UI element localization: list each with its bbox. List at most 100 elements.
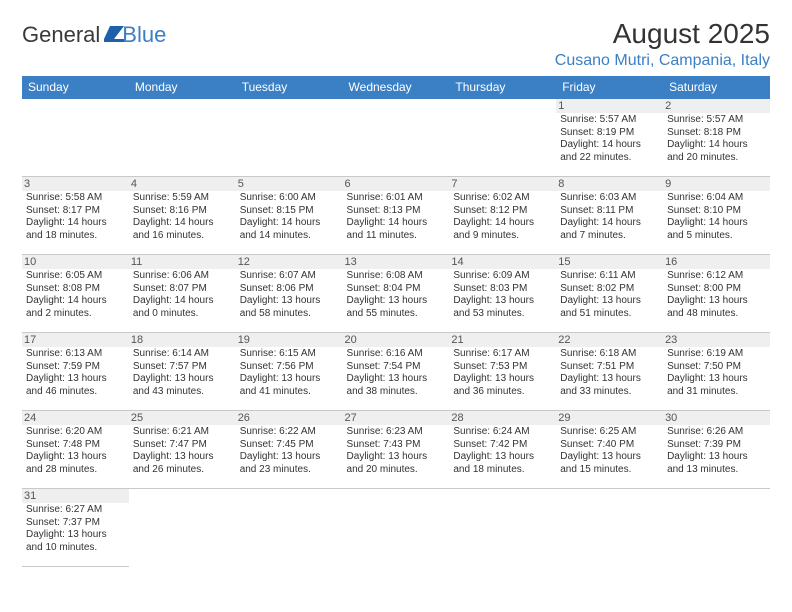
day-info-line: Sunset: 7:48 PM [26,439,125,452]
day-info: Sunrise: 6:08 AMSunset: 8:04 PMDaylight:… [347,270,446,320]
day-info-line: Sunrise: 6:23 AM [347,426,446,439]
calendar-day-cell: 18Sunrise: 6:14 AMSunset: 7:57 PMDayligh… [129,333,236,411]
day-info: Sunrise: 6:02 AMSunset: 8:12 PMDaylight:… [453,192,552,242]
day-info-line: Sunrise: 6:01 AM [347,192,446,205]
calendar-day-cell: 30Sunrise: 6:26 AMSunset: 7:39 PMDayligh… [663,411,770,489]
day-info: Sunrise: 6:22 AMSunset: 7:45 PMDaylight:… [240,426,339,476]
day-info-line: and 26 minutes. [133,464,232,477]
day-info-line: Daylight: 14 hours [560,139,659,152]
day-info: Sunrise: 6:24 AMSunset: 7:42 PMDaylight:… [453,426,552,476]
day-info-line: and 11 minutes. [347,230,446,243]
calendar-day-cell: 21Sunrise: 6:17 AMSunset: 7:53 PMDayligh… [449,333,556,411]
day-info-line: and 36 minutes. [453,386,552,399]
day-info-line: Sunset: 8:15 PM [240,205,339,218]
day-info-line: Daylight: 14 hours [667,217,766,230]
calendar-day-cell: 12Sunrise: 6:07 AMSunset: 8:06 PMDayligh… [236,255,343,333]
day-info: Sunrise: 6:26 AMSunset: 7:39 PMDaylight:… [667,426,766,476]
day-info-line: Sunset: 7:56 PM [240,361,339,374]
calendar-head: SundayMondayTuesdayWednesdayThursdayFrid… [22,76,770,99]
day-info: Sunrise: 6:11 AMSunset: 8:02 PMDaylight:… [560,270,659,320]
day-info-line: Daylight: 14 hours [347,217,446,230]
day-info-line: Sunset: 8:02 PM [560,283,659,296]
day-info-line: and 53 minutes. [453,308,552,321]
day-info: Sunrise: 6:27 AMSunset: 7:37 PMDaylight:… [26,504,125,554]
day-info-line: Sunset: 8:16 PM [133,205,232,218]
day-info-line: Sunrise: 6:07 AM [240,270,339,283]
day-info-line: and 14 minutes. [240,230,339,243]
day-info-line: and 9 minutes. [453,230,552,243]
calendar-day-cell: 2Sunrise: 5:57 AMSunset: 8:18 PMDaylight… [663,99,770,177]
calendar-week-row: 3Sunrise: 5:58 AMSunset: 8:17 PMDaylight… [22,177,770,255]
calendar-week-row: 31Sunrise: 6:27 AMSunset: 7:37 PMDayligh… [22,489,770,567]
day-info-line: Sunrise: 6:09 AM [453,270,552,283]
day-info-line: Sunrise: 5:59 AM [133,192,232,205]
day-info-line: Sunrise: 6:05 AM [26,270,125,283]
location-label: Cusano Mutri, Campania, Italy [555,52,770,70]
day-info-line: and 20 minutes. [667,152,766,165]
day-info-line: Sunset: 7:39 PM [667,439,766,452]
day-info-line: Daylight: 13 hours [453,373,552,386]
day-info-line: Sunset: 7:45 PM [240,439,339,452]
day-info-line: Sunset: 8:03 PM [453,283,552,296]
day-info-line: and 41 minutes. [240,386,339,399]
day-info-line: and 18 minutes. [453,464,552,477]
day-info: Sunrise: 5:57 AMSunset: 8:18 PMDaylight:… [667,114,766,164]
day-number: 11 [129,255,236,269]
day-info-line: Daylight: 13 hours [240,295,339,308]
day-info-line: Daylight: 13 hours [453,295,552,308]
weekday-header: Thursday [449,76,556,99]
calendar-day-cell: 6Sunrise: 6:01 AMSunset: 8:13 PMDaylight… [343,177,450,255]
day-info-line: Sunset: 7:47 PM [133,439,232,452]
day-info-line: Sunset: 8:10 PM [667,205,766,218]
day-number: 5 [236,177,343,191]
calendar-empty-cell: . [236,489,343,567]
day-info-line: Sunrise: 6:11 AM [560,270,659,283]
day-info-line: Daylight: 13 hours [347,295,446,308]
day-info-line: Sunset: 8:11 PM [560,205,659,218]
calendar-empty-cell: . [449,99,556,177]
day-info-line: and 48 minutes. [667,308,766,321]
day-info-line: Sunset: 8:08 PM [26,283,125,296]
day-info-line: Sunset: 7:54 PM [347,361,446,374]
day-info-line: and 31 minutes. [667,386,766,399]
calendar-body: .....1Sunrise: 5:57 AMSunset: 8:19 PMDay… [22,99,770,567]
day-info: Sunrise: 6:12 AMSunset: 8:00 PMDaylight:… [667,270,766,320]
day-number: 1 [556,99,663,113]
day-info-line: Sunrise: 6:26 AM [667,426,766,439]
day-number: 4 [129,177,236,191]
calendar-day-cell: 14Sunrise: 6:09 AMSunset: 8:03 PMDayligh… [449,255,556,333]
day-info-line: and 43 minutes. [133,386,232,399]
calendar-day-cell: 3Sunrise: 5:58 AMSunset: 8:17 PMDaylight… [22,177,129,255]
day-info-line: Daylight: 14 hours [26,217,125,230]
day-info-line: Sunset: 8:12 PM [453,205,552,218]
day-info-line: Sunrise: 6:25 AM [560,426,659,439]
day-info-line: and 7 minutes. [560,230,659,243]
day-info-line: and 5 minutes. [667,230,766,243]
day-info-line: Daylight: 13 hours [26,373,125,386]
calendar-day-cell: 25Sunrise: 6:21 AMSunset: 7:47 PMDayligh… [129,411,236,489]
day-info-line: Sunrise: 6:18 AM [560,348,659,361]
calendar-empty-cell: . [129,489,236,567]
day-info: Sunrise: 6:23 AMSunset: 7:43 PMDaylight:… [347,426,446,476]
day-info-line: Sunrise: 6:16 AM [347,348,446,361]
day-info: Sunrise: 6:17 AMSunset: 7:53 PMDaylight:… [453,348,552,398]
day-info: Sunrise: 6:03 AMSunset: 8:11 PMDaylight:… [560,192,659,242]
calendar-day-cell: 7Sunrise: 6:02 AMSunset: 8:12 PMDaylight… [449,177,556,255]
calendar-week-row: 24Sunrise: 6:20 AMSunset: 7:48 PMDayligh… [22,411,770,489]
day-info-line: Sunrise: 6:17 AM [453,348,552,361]
calendar-day-cell: 19Sunrise: 6:15 AMSunset: 7:56 PMDayligh… [236,333,343,411]
day-info-line: and 33 minutes. [560,386,659,399]
day-number: 23 [663,333,770,347]
day-info-line: and 38 minutes. [347,386,446,399]
brand-logo: General Blue [22,22,166,48]
header: General Blue August 2025 Cusano Mutri, C… [22,18,770,70]
day-info-line: Sunrise: 6:00 AM [240,192,339,205]
day-info-line: Daylight: 13 hours [667,373,766,386]
day-info-line: and 16 minutes. [133,230,232,243]
calendar-day-cell: 22Sunrise: 6:18 AMSunset: 7:51 PMDayligh… [556,333,663,411]
day-info-line: and 2 minutes. [26,308,125,321]
day-info-line: Sunrise: 6:19 AM [667,348,766,361]
day-info-line: and 0 minutes. [133,308,232,321]
day-info: Sunrise: 6:21 AMSunset: 7:47 PMDaylight:… [133,426,232,476]
day-number: 18 [129,333,236,347]
